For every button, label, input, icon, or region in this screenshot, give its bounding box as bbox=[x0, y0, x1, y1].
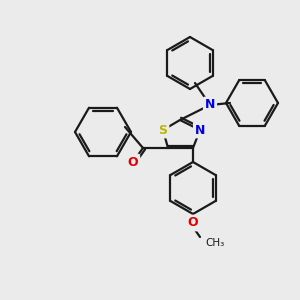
Text: O: O bbox=[128, 155, 138, 169]
Text: O: O bbox=[188, 217, 198, 230]
Text: S: S bbox=[158, 124, 167, 136]
Text: CH₃: CH₃ bbox=[205, 238, 224, 248]
Text: N: N bbox=[205, 98, 215, 112]
Text: N: N bbox=[195, 124, 205, 136]
